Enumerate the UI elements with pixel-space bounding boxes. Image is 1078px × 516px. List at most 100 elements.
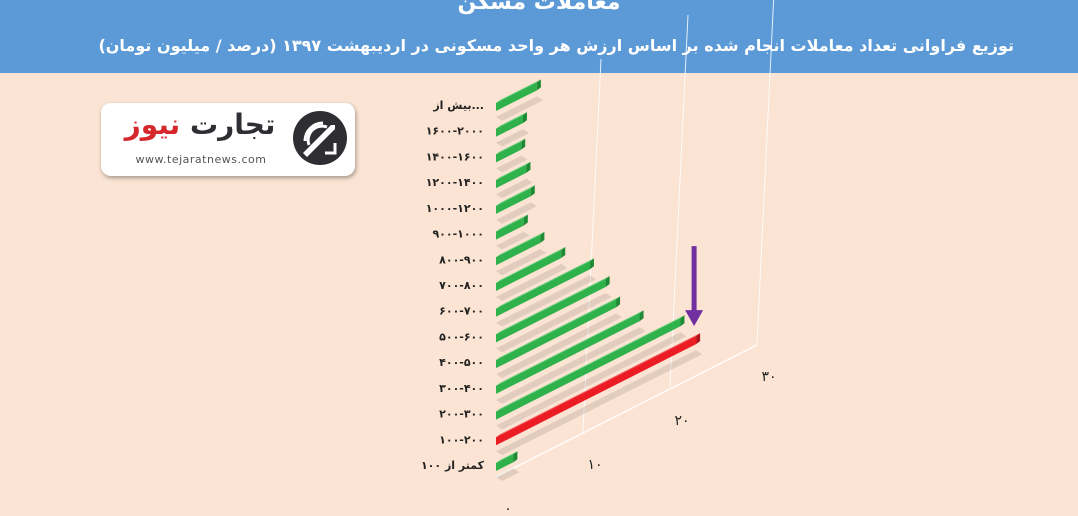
bar — [496, 296, 623, 379]
bar-end — [639, 310, 644, 322]
bar-top — [496, 79, 541, 103]
category-label: کمتر از ۱۰۰ — [421, 459, 485, 472]
bar-front — [496, 278, 606, 343]
tejaratnews-logo[interactable]: تجارت نیوز www.tejaratnews.com — [101, 103, 355, 176]
bar-front — [496, 141, 522, 163]
bar-top — [496, 258, 594, 309]
bar-top — [496, 310, 644, 386]
bar-top — [496, 315, 685, 412]
bar-top — [496, 333, 701, 438]
bar-end — [605, 275, 610, 287]
bar-front — [496, 299, 617, 369]
bar-front — [496, 250, 562, 291]
logo-url: www.tejaratnews.com — [135, 153, 267, 166]
bar-end — [589, 258, 594, 270]
bar-shadow — [496, 327, 646, 404]
category-label: ۵۰۰-۶۰۰ — [439, 330, 484, 343]
bar-top — [496, 275, 610, 335]
bar-end — [526, 161, 531, 173]
bar-front — [496, 188, 531, 214]
bar-shadow — [496, 248, 547, 276]
bar-front — [496, 82, 537, 111]
grid-line — [756, 0, 775, 344]
bar-front — [496, 217, 524, 240]
bar — [496, 310, 646, 404]
bar-shadow — [496, 275, 596, 327]
logo-wordmark: تجارت نیوز — [111, 108, 289, 141]
chart-bars — [496, 79, 703, 481]
bar — [496, 214, 530, 250]
bar-front — [496, 318, 681, 420]
bar — [496, 315, 687, 430]
bar — [496, 247, 568, 301]
floor-edge — [495, 344, 758, 478]
bar — [496, 258, 596, 327]
bar — [496, 333, 703, 456]
bar-shadow — [496, 202, 537, 224]
logo-wordmark-accent: نیوز — [124, 108, 181, 141]
category-label: ۱۶۰۰-۲۰۰۰ — [426, 125, 484, 138]
bar-shadow — [496, 313, 623, 379]
bar-shadow — [496, 332, 687, 430]
x-tick-label: ۲۰ — [674, 413, 689, 429]
bar-end — [536, 79, 541, 91]
bar-top — [496, 112, 527, 129]
header-banner: معاملات مسکن توزیع فراوانی تعداد معاملات… — [0, 0, 1078, 73]
bar-top — [496, 296, 621, 361]
bar-top — [496, 231, 545, 258]
bar-end — [540, 231, 545, 243]
bar — [496, 275, 612, 353]
category-label: ۱۰۰-۲۰۰ — [439, 433, 484, 446]
category-label: ۹۰۰-۱۰۰۰ — [432, 228, 484, 241]
bar-shadow — [496, 292, 612, 353]
bar-shadow — [496, 96, 543, 121]
highlight-arrow — [685, 246, 704, 327]
bar — [496, 79, 543, 121]
bar-shadow — [496, 231, 530, 250]
bar-top — [496, 138, 526, 155]
bar — [496, 112, 529, 147]
page-title: معاملات مسکن — [457, 0, 621, 15]
x-tick-label: ۳۰ — [761, 369, 776, 385]
bar-top — [496, 161, 531, 181]
bar-top — [496, 214, 528, 232]
bar-shadow — [496, 129, 529, 147]
category-label: ۱۰۰۰-۱۲۰۰ — [426, 202, 484, 215]
category-label: ۱۴۰۰-۱۶۰۰ — [426, 150, 484, 163]
bar-end — [530, 185, 535, 197]
bar-end — [523, 214, 528, 226]
bar-end — [513, 451, 518, 463]
arrow-shaft — [691, 246, 697, 313]
x-tick-label: ۰ — [504, 501, 512, 516]
category-label: بیش از... — [432, 99, 484, 112]
category-label: ۷۰۰-۸۰۰ — [439, 279, 484, 292]
logo-wordmark-main: تجارت — [189, 108, 276, 141]
bar-shadow — [496, 468, 520, 481]
bar-front — [496, 261, 590, 317]
bar-front — [496, 164, 527, 189]
bar — [496, 138, 528, 173]
bar-top — [496, 185, 535, 206]
bar-shadow — [496, 178, 533, 199]
bar-top — [496, 451, 518, 463]
chart-subtitle: توزیع فراوانی تعداد معاملات انجام شده بر… — [98, 36, 1014, 55]
grid-line — [669, 14, 689, 388]
arrow-head — [685, 310, 704, 327]
chart-x-ticks: ۰ ۱۰ ۲۰ ۳۰ — [504, 369, 776, 516]
bar-end — [696, 333, 701, 345]
bar-end — [561, 247, 566, 258]
bar — [496, 231, 547, 276]
bar-end — [521, 138, 526, 150]
bar-shadow — [496, 264, 568, 301]
bar-shadow — [496, 155, 528, 173]
category-label: ۱۲۰۰-۱۴۰۰ — [426, 176, 484, 189]
bar-front — [496, 234, 541, 266]
bar-front — [496, 454, 514, 471]
bar-end — [680, 315, 685, 327]
category-label: ۴۰۰-۵۰۰ — [439, 356, 484, 369]
bar-top — [496, 247, 566, 283]
bar-front — [496, 336, 697, 446]
bar — [496, 185, 537, 224]
category-label: ۲۰۰-۳۰۰ — [439, 408, 484, 421]
